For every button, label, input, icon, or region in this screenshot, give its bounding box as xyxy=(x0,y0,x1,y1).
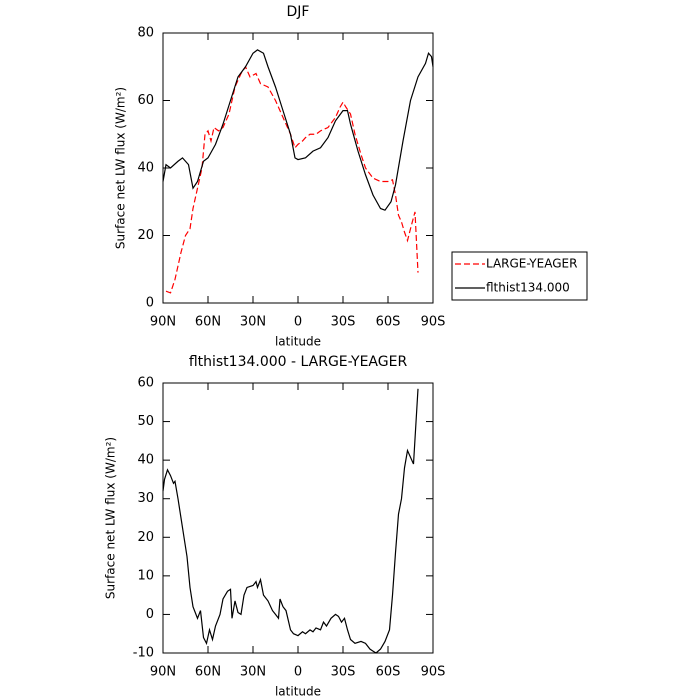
x-tick-label: 60N xyxy=(195,665,221,680)
x-tick-label: 60N xyxy=(195,315,221,330)
x-tick-label: 30N xyxy=(240,665,266,680)
x-tick-label: 60S xyxy=(376,315,401,330)
plot-frame xyxy=(162,382,434,654)
y-axis-label: Surface net LW flux (W/m²) xyxy=(104,437,118,599)
data-line xyxy=(162,49,434,211)
y-tick-label: 80 xyxy=(137,26,154,41)
x-tick-label: 30S xyxy=(331,665,356,680)
x-axis-label: latitude xyxy=(275,335,321,349)
y-tick-label: 40 xyxy=(137,161,154,176)
chart-title: flthist134.000 - LARGE-YEAGER xyxy=(189,354,408,370)
y-tick-label: 20 xyxy=(137,228,154,243)
legend-box xyxy=(451,251,588,301)
x-tick-label: 30S xyxy=(331,315,356,330)
y-tick-label: 30 xyxy=(137,491,154,506)
x-tick-label: 0 xyxy=(294,665,302,680)
x-tick-label: 60S xyxy=(376,665,401,680)
data-line xyxy=(162,388,419,654)
plot-frame xyxy=(162,32,434,304)
x-tick-label: 90N xyxy=(150,665,176,680)
x-tick-label: 30N xyxy=(240,315,266,330)
y-tick-label: 60 xyxy=(137,93,154,108)
y-tick-label: 0 xyxy=(146,607,154,622)
data-line xyxy=(165,65,419,294)
chart-title: DJF xyxy=(287,4,310,20)
x-axis-label: latitude xyxy=(275,685,321,699)
y-tick-label: 60 xyxy=(137,376,154,391)
y-tick-label: 10 xyxy=(137,568,154,583)
y-tick-label: -10 xyxy=(133,646,154,661)
legend-label: LARGE-YEAGER xyxy=(486,257,577,271)
y-tick-label: 40 xyxy=(137,453,154,468)
x-tick-label: 90S xyxy=(421,665,446,680)
legend-label: flthist134.000 xyxy=(486,281,570,295)
x-tick-label: 0 xyxy=(294,315,302,330)
y-tick-label: 0 xyxy=(146,296,154,311)
x-tick-label: 90S xyxy=(421,315,446,330)
x-tick-label: 90N xyxy=(150,315,176,330)
y-axis-label: Surface net LW flux (W/m²) xyxy=(114,87,128,249)
y-tick-label: 20 xyxy=(137,530,154,545)
y-tick-label: 50 xyxy=(137,414,154,429)
